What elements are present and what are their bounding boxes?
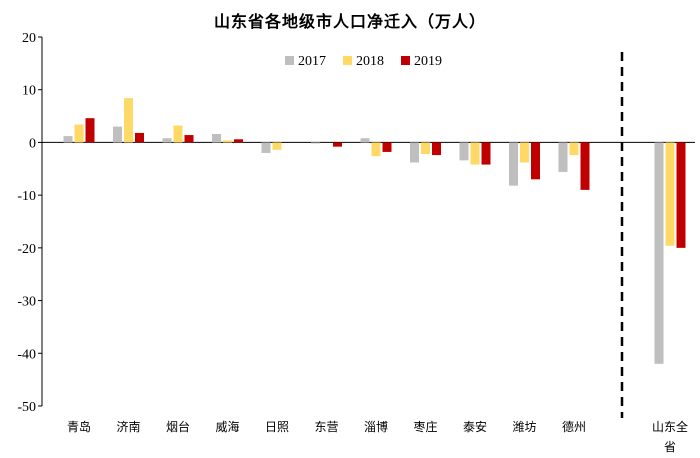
bar-2017-东营 <box>311 142 320 144</box>
bar-2017-青岛 <box>63 136 73 143</box>
y-tick-label: -20 <box>17 242 36 257</box>
y-tick-label: -30 <box>17 295 36 310</box>
bar-2017-德州 <box>558 142 568 172</box>
y-tick-label: 20 <box>22 31 36 46</box>
bar-2018-德州 <box>569 142 579 156</box>
bar-2018-青岛 <box>74 124 84 143</box>
bar-2018-日照 <box>272 142 282 150</box>
bar-2018-烟台 <box>173 125 183 143</box>
bar-2017-济南 <box>113 126 122 143</box>
legend-swatch-2019 <box>401 56 410 65</box>
x-category-label: 枣庄 <box>413 419 437 434</box>
bar-2017-烟台 <box>162 138 172 143</box>
x-category-label: 东营 <box>314 420 338 434</box>
bar-2018-潍坊 <box>520 142 529 163</box>
bar-2018-威海 <box>223 140 232 143</box>
legend-label-2019: 2019 <box>414 54 442 69</box>
legend-swatch-2017 <box>285 56 294 65</box>
bar-2019-德州 <box>580 142 590 190</box>
bar-2017-泰安 <box>459 142 469 161</box>
bar-2017-潍坊 <box>509 142 518 186</box>
bar-2019-泰安 <box>481 142 491 165</box>
x-category-label-province-line2: 省 <box>664 440 676 454</box>
x-category-label: 济南 <box>116 419 140 434</box>
bar-2017-枣庄 <box>410 142 419 163</box>
y-tick-label: -40 <box>17 347 36 362</box>
x-category-label: 淄博 <box>364 419 388 434</box>
x-category-label: 潍坊 <box>512 419 536 434</box>
x-category-label: 德州 <box>562 419 586 434</box>
bar-2017-山东全省 <box>654 142 664 364</box>
bar-2018-枣庄 <box>421 142 430 155</box>
bar-2019-青岛 <box>85 118 95 143</box>
bar-2018-泰安 <box>470 142 480 165</box>
bar-2019-东营 <box>333 142 342 147</box>
y-tick-label: 10 <box>22 84 36 99</box>
bar-2017-日照 <box>261 142 271 153</box>
bar-2018-济南 <box>124 98 133 143</box>
bar-2019-威海 <box>234 139 243 143</box>
bar-2019-淄博 <box>382 142 392 152</box>
x-category-label: 烟台 <box>166 419 190 434</box>
bar-2019-烟台 <box>184 135 194 143</box>
x-category-label-province: 山东全 <box>652 419 688 434</box>
bar-2019-山东全省 <box>676 142 686 248</box>
x-category-label: 青岛 <box>67 419 91 434</box>
bar-2017-淄博 <box>360 138 370 143</box>
bar-2019-枣庄 <box>432 142 441 156</box>
y-tick-label: -50 <box>17 400 36 415</box>
bar-2018-山东全省 <box>665 142 675 246</box>
legend-swatch-2018 <box>343 56 352 65</box>
chart-title: 山东省各地级市人口净迁入（万人） <box>213 12 486 31</box>
y-tick-label: -10 <box>17 189 36 204</box>
bar-2018-淄博 <box>371 142 381 157</box>
legend-label-2017: 2017 <box>298 54 326 69</box>
bar-2017-威海 <box>212 133 221 143</box>
bar-2019-潍坊 <box>531 142 540 180</box>
legend-label-2018: 2018 <box>356 54 384 69</box>
bar-2019-济南 <box>135 132 144 143</box>
x-category-label: 威海 <box>215 419 239 434</box>
x-category-label: 泰安 <box>463 419 487 434</box>
x-category-label: 日照 <box>265 420 289 434</box>
y-tick-label: 0 <box>29 136 36 151</box>
